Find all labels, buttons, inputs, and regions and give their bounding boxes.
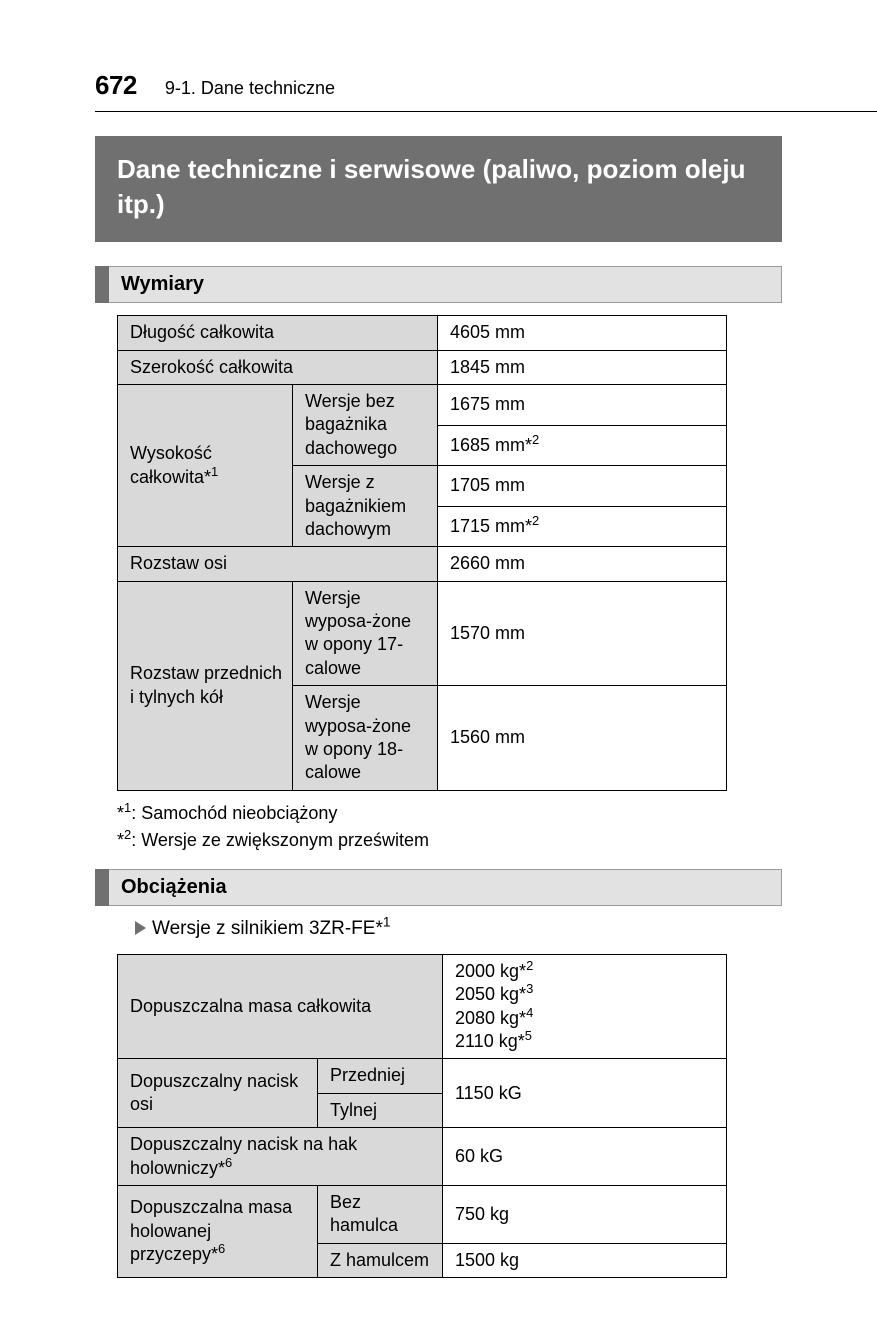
sup: 6: [218, 1241, 225, 1256]
text: 1715 mm*: [450, 516, 532, 536]
table-row: Dopuszczalny nacisk na hak holowniczy*6 …: [118, 1128, 727, 1186]
subsection-label-loads: Obciążenia: [109, 869, 782, 906]
loads-table: Dopuszczalna masa całkowita 2000 kg*2 20…: [117, 954, 727, 1278]
table-row: Wysokość całkowita*1 Wersje bez bagażnik…: [118, 384, 727, 425]
sup: 4: [526, 1005, 533, 1020]
table-row: Długość całkowita 4605 mm: [118, 316, 727, 350]
triangle-icon: [135, 921, 146, 935]
cell-track-18-label: Wersje wyposa-żone w opony 18-calowe: [293, 686, 438, 791]
text: Wysokość całkowita*: [130, 443, 212, 486]
cell-track-17-value: 1570 mm: [438, 581, 727, 686]
text: *: [117, 803, 124, 823]
page-number: 672: [95, 70, 137, 101]
cell-track-18-value: 1560 mm: [438, 686, 727, 791]
cell-axle-rear: Tylnej: [318, 1093, 443, 1127]
subsection-bar: [95, 266, 109, 303]
text: : Wersje ze zwiększonym prześwitem: [131, 830, 429, 850]
version-line: Wersje z silnikiem 3ZR-FE*1: [135, 918, 782, 940]
dimensions-footnotes: *1: Samochód nieobciążony *2: Wersje ze …: [117, 803, 782, 851]
cell-roof-v1: 1705 mm: [438, 466, 727, 507]
text: : Samochód nieobciążony: [131, 803, 337, 823]
cell-trailer-braked-label: Z hamulcem: [318, 1243, 443, 1277]
cell-roof-v2: 1715 mm*2: [438, 506, 727, 547]
cell-wheelbase-label: Rozstaw osi: [118, 547, 438, 581]
cell-width-value: 1845 mm: [438, 350, 727, 384]
cell-gvm-values: 2000 kg*2 2050 kg*3 2080 kg*4 2110 kg*5: [443, 954, 727, 1059]
cell-trailer-unbraked-value: 750 kg: [443, 1185, 727, 1243]
section-name: 9-1. Dane techniczne: [165, 78, 335, 99]
cell-tow-nose-label: Dopuszczalny nacisk na hak holowniczy*6: [118, 1128, 443, 1186]
cell-axle-label: Dopuszczalny nacisk osi: [118, 1059, 318, 1128]
dimensions-table: Długość całkowita 4605 mm Szerokość całk…: [117, 315, 727, 791]
text: 2110 kg*: [455, 1031, 525, 1051]
cell-length-label: Długość całkowita: [118, 316, 438, 350]
cell-trailer-braked-value: 1500 kg: [443, 1243, 727, 1277]
table-row: Rozstaw osi 2660 mm: [118, 547, 727, 581]
table-row: Dopuszczalny nacisk osi Przedniej 1150 k…: [118, 1059, 727, 1093]
cell-trailer-label: Dopuszczalna masa holowanej przyczepy*6: [118, 1185, 318, 1277]
sup: 2: [532, 432, 539, 447]
page: 672 9-1. Dane techniczne Dane techniczne…: [0, 0, 877, 1330]
cell-noroof-v1: 1675 mm: [438, 384, 727, 425]
text: 2000 kg*: [455, 961, 526, 981]
cell-tow-nose-value: 60 kG: [443, 1128, 727, 1186]
subsection-label-dimensions: Wymiary: [109, 266, 782, 303]
sup: 5: [525, 1028, 532, 1043]
cell-axle-value: 1150 kG: [443, 1059, 727, 1128]
sup: 2: [526, 958, 533, 973]
table-row: Dopuszczalna masa holowanej przyczepy*6 …: [118, 1185, 727, 1243]
subsection-bar: [95, 869, 109, 906]
cell-noroof-v2: 1685 mm*2: [438, 425, 727, 466]
cell-track-17-label: Wersje wyposa-żone w opony 17-calowe: [293, 581, 438, 686]
page-header: 672 9-1. Dane techniczne: [95, 70, 782, 101]
text: 2080 kg*: [455, 1008, 526, 1028]
text: Wersje z silnikiem 3ZR-FE*: [152, 918, 383, 939]
text: Dopuszczalna masa holowanej przyczepy*: [130, 1197, 292, 1264]
cell-gvm-label: Dopuszczalna masa całkowita: [118, 954, 443, 1059]
sup: 6: [225, 1155, 232, 1170]
table-row: Rozstaw przednich i tylnych kół Wersje w…: [118, 581, 727, 686]
text: 1685 mm*: [450, 435, 532, 455]
table-row: Szerokość całkowita 1845 mm: [118, 350, 727, 384]
subsection-dimensions: Wymiary: [95, 266, 782, 303]
text: Dopuszczalny nacisk na hak holowniczy*: [130, 1134, 357, 1177]
title-banner: Dane techniczne i serwisowe (paliwo, poz…: [95, 136, 782, 242]
cell-axle-front: Przedniej: [318, 1059, 443, 1093]
cell-wheelbase-value: 2660 mm: [438, 547, 727, 581]
sup: 3: [526, 981, 533, 996]
cell-width-label: Szerokość całkowita: [118, 350, 438, 384]
footnote-1: *1: Samochód nieobciążony: [117, 803, 782, 824]
cell-length-value: 4605 mm: [438, 316, 727, 350]
sup: 2: [532, 513, 539, 528]
subsection-loads: Obciążenia: [95, 869, 782, 906]
header-rule: [95, 111, 877, 112]
sup: 1: [211, 464, 218, 479]
text: 2050 kg*: [455, 984, 526, 1004]
cell-roof-label: Wersje z bagażnikiem dachowym: [293, 466, 438, 547]
sup: 1: [383, 915, 391, 930]
table-row: Dopuszczalna masa całkowita 2000 kg*2 20…: [118, 954, 727, 1059]
cell-noroof-label: Wersje bez bagażnika dachowego: [293, 384, 438, 465]
cell-trailer-unbraked-label: Bez hamulca: [318, 1185, 443, 1243]
text: *: [117, 830, 124, 850]
footnote-2: *2: Wersje ze zwiększonym prześwitem: [117, 830, 782, 851]
cell-height-label: Wysokość całkowita*1: [118, 384, 293, 546]
cell-track-label: Rozstaw przednich i tylnych kół: [118, 581, 293, 790]
